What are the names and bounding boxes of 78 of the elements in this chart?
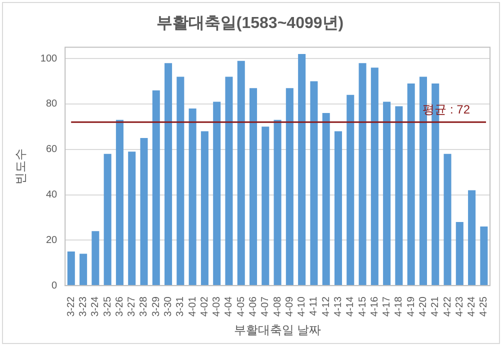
x-tick-label: 4-18 (394, 296, 405, 317)
x-tick-label: 4-19 (406, 296, 417, 317)
x-tick-label: 4-14 (345, 296, 356, 317)
x-tick-label: 4-01 (187, 296, 198, 317)
ref-line-label: 평균 : 72 (422, 102, 470, 116)
x-tick-label: 3-25 (102, 296, 114, 317)
x-tick-label: 4-02 (199, 296, 210, 317)
x-tick-label: 4-16 (369, 296, 380, 317)
x-tick-label: 4-23 (454, 296, 466, 317)
x-tick-label: 4-11 (308, 296, 320, 316)
x-tick-label: 3-31 (175, 296, 186, 317)
x-tick-label: 4-06 (248, 296, 260, 317)
x-axis-title: 부활대축일 날짜 (234, 323, 322, 338)
bar (188, 108, 196, 286)
x-tick-label: 4-15 (357, 296, 368, 317)
y-tick-label: 20 (46, 234, 58, 246)
x-tick-label: 3-24 (90, 296, 102, 317)
bar (92, 231, 100, 286)
x-tick-label: 3-28 (138, 296, 150, 317)
x-tick-label: 4-21 (430, 296, 442, 317)
bar (200, 131, 208, 286)
y-tick-label: 60 (46, 144, 58, 156)
chart-title: 부활대축일(1583~4099년) (156, 15, 344, 32)
y-tick-label: 100 (40, 53, 58, 64)
bar (346, 94, 354, 286)
y-axis-title: 빈도수 (14, 148, 28, 184)
x-tick-label: 4-03 (212, 296, 223, 317)
y-tick-label: 80 (46, 98, 58, 110)
bar (456, 222, 464, 286)
x-tick-label: 4-12 (320, 296, 332, 317)
x-tick-label: 4-09 (284, 296, 296, 317)
x-tick-label: 4-24 (466, 296, 478, 317)
bar (262, 126, 270, 286)
x-tick-label: 3-23 (78, 296, 90, 317)
bar (444, 154, 452, 286)
bar (395, 106, 403, 286)
bar (140, 138, 148, 286)
bar (67, 252, 75, 286)
bar (370, 68, 378, 286)
x-tick-label: 4-20 (418, 296, 429, 317)
x-tick-label: 3-27 (126, 296, 138, 317)
bar (128, 152, 136, 286)
bar (250, 88, 258, 286)
bar (286, 88, 294, 286)
x-tick-label: 4-04 (224, 296, 235, 317)
x-tick-label: 4-08 (272, 296, 284, 317)
x-tick-label: 4-17 (382, 296, 393, 317)
bar (480, 226, 488, 286)
x-tick-label: 4-25 (478, 296, 490, 317)
bar (104, 154, 112, 286)
x-tick-label: 4-05 (236, 296, 247, 317)
x-tick-label: 3-29 (150, 296, 162, 317)
bar (298, 54, 306, 286)
bar (237, 60, 245, 286)
bar (176, 76, 184, 286)
y-tick-label: 40 (46, 190, 58, 201)
x-tick-label: 4-22 (442, 296, 454, 317)
x-tick-label: 4-10 (296, 296, 308, 317)
y-tick-label: 0 (52, 280, 58, 292)
x-tick-label: 3-26 (114, 296, 126, 317)
bar (164, 63, 172, 286)
bar (383, 102, 391, 286)
x-tick-label: 3-22 (66, 296, 77, 317)
bar (334, 131, 342, 286)
x-tick-label: 4-07 (260, 296, 272, 317)
x-tick-label: 3-30 (163, 296, 174, 317)
bar (322, 113, 330, 286)
bar (152, 90, 160, 286)
bar (310, 81, 318, 286)
bar (213, 102, 221, 286)
bar (407, 84, 415, 286)
x-tick-label: 4-13 (332, 296, 344, 317)
bar (225, 76, 233, 286)
bar (358, 63, 366, 286)
bar (468, 190, 476, 286)
bar (116, 120, 124, 286)
bar (80, 254, 88, 286)
bar (274, 120, 282, 286)
